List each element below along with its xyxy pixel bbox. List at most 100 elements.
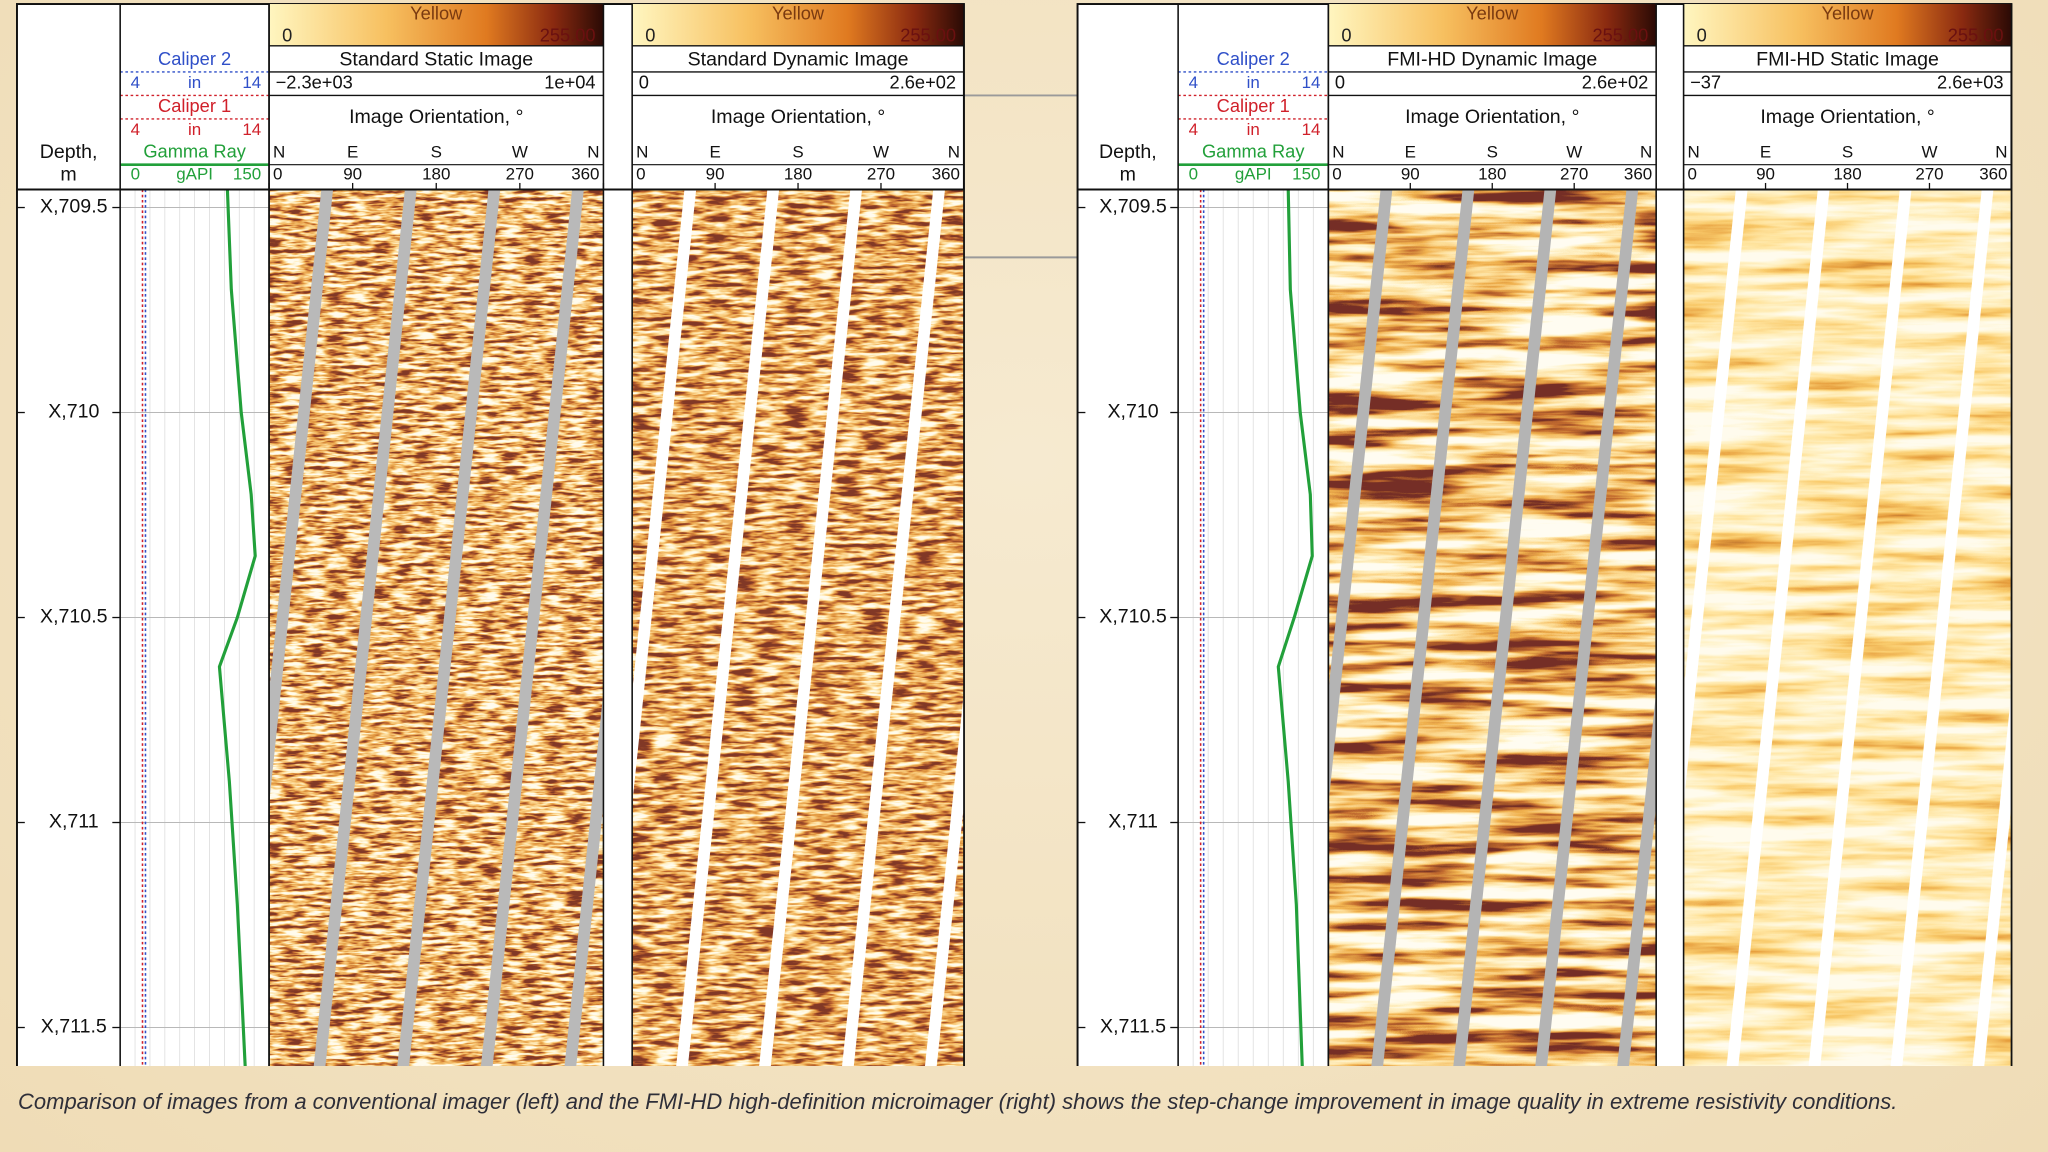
image-track: [269, 189, 604, 1066]
depth-label: X,711: [1108, 811, 1158, 833]
pad-gap-stripe: [842, 189, 945, 1066]
image-title: Standard Dynamic Image: [688, 48, 909, 70]
compass-label: W: [1566, 142, 1582, 161]
curve-unit: in: [1247, 73, 1260, 92]
orientation-title: Image Orientation, °: [1405, 106, 1579, 128]
curve-unit: in: [188, 73, 201, 92]
degree-label: 90: [1756, 165, 1775, 184]
image-scale-max: 1e+04: [544, 72, 595, 93]
pad-gap-stripe: [1617, 691, 1657, 1066]
pad-gap-stripe: [313, 189, 417, 1066]
figure: X,709.5 X,710 X,710.5 X,711 X,711.5 Caliper 2…: [15, 2, 2013, 1066]
colorbar-label: 0: [1341, 25, 1351, 46]
compass-label: E: [709, 142, 720, 161]
compass-label: N: [273, 142, 285, 161]
curve-name: Gamma Ray: [1202, 141, 1305, 162]
pad-gap-stripe: [1371, 189, 1475, 1066]
degree-label: 90: [1401, 165, 1420, 184]
image-title: FMI-HD Static Image: [1756, 48, 1939, 70]
pad-gap-stripe: [269, 189, 334, 805]
curve-unit: gAPI: [1235, 165, 1272, 184]
curve-scale-min: 4: [1189, 73, 1198, 92]
degree-label: 360: [1979, 165, 2007, 184]
borehole-image: [1328, 189, 1657, 1066]
pad-gap-stripe: [1972, 691, 2012, 1066]
gamma-ray-curve: [1276, 189, 1314, 1066]
depth-label: X,709.5: [1099, 196, 1167, 218]
curve-name: Caliper 2: [1217, 48, 1290, 69]
curve-scale-min: 4: [1189, 120, 1198, 139]
colorbar-label: Yellow: [772, 2, 825, 23]
orientation-title: Image Orientation, °: [1760, 106, 1934, 128]
compass-label: S: [1842, 142, 1853, 161]
curve-scale-max: 14: [1302, 73, 1321, 92]
image-scale-max: 2.6e+02: [1582, 72, 1649, 93]
pad-gap-stripe: [676, 189, 780, 1066]
curve-scale-max: 14: [242, 73, 261, 92]
image-track: [632, 189, 964, 1066]
degree-label: 360: [1624, 165, 1652, 184]
curve-unit: gAPI: [176, 165, 213, 184]
colorbar-label: Yellow: [1821, 2, 1874, 23]
colorbar-label: 255.00: [1948, 25, 2004, 46]
depth-label: X,711.5: [41, 1016, 107, 1038]
pad-gap-stripe: [1683, 189, 1748, 805]
curve-name: Gamma Ray: [143, 141, 246, 162]
curve-scale-max: 14: [242, 120, 261, 139]
compass-label: E: [1405, 142, 1416, 161]
curve-scale-min: 0: [1189, 165, 1198, 184]
orientation-title: Image Orientation, °: [711, 106, 885, 128]
orientation-title: Image Orientation, °: [349, 106, 523, 128]
compass-label: E: [1760, 142, 1771, 161]
borehole-image: [632, 189, 964, 1066]
degree-label: 90: [343, 165, 362, 184]
pad-gap-stripe: [397, 189, 501, 1066]
pad-gap-stripe: [1535, 189, 1639, 1066]
depth-label: X,710.5: [1099, 606, 1167, 628]
image-scale-min: 0: [1335, 72, 1345, 93]
image-scale-min: −37: [1690, 72, 1721, 93]
pad-gap-stripe: [1328, 189, 1393, 805]
depth-title: Depth,: [1099, 141, 1157, 163]
degree-label: 270: [1915, 165, 1943, 184]
curve-name: Caliper 1: [158, 95, 231, 116]
depth-label: X,711: [49, 811, 99, 833]
pad-gap-stripe: [1808, 189, 1912, 1066]
degree-label: 270: [1560, 165, 1588, 184]
image-scale-max: 2.6e+03: [1937, 72, 2004, 93]
colorbar: [632, 4, 964, 46]
colorbar-label: 0: [1697, 25, 1707, 46]
compass-label: N: [948, 142, 960, 161]
degree-label: 270: [867, 165, 895, 184]
compass-label: N: [587, 142, 599, 161]
compass-label: W: [512, 142, 528, 161]
depth-label: X,710: [48, 401, 99, 423]
pad-gap-stripe: [480, 189, 584, 1066]
pad-gap-stripe: [759, 189, 863, 1066]
depth-label: X,710.5: [40, 606, 108, 628]
image-scale-min: 0: [639, 72, 649, 93]
compass-label: E: [347, 142, 358, 161]
depth-title: m: [60, 163, 76, 185]
curve-name: Caliper 2: [158, 48, 231, 69]
colorbar-label: 255.00: [1592, 25, 1648, 46]
depth-label: X,711.5: [1100, 1016, 1166, 1038]
borehole-image: [1683, 189, 2012, 1066]
degree-label: 0: [636, 165, 645, 184]
image-scale-max: 2.6e+02: [890, 72, 957, 93]
compass-label: N: [1332, 142, 1344, 161]
curve-scale-max: 150: [233, 165, 261, 184]
degree-label: 360: [571, 165, 599, 184]
compass-label: N: [1688, 142, 1700, 161]
degree-label: 0: [1688, 165, 1697, 184]
borehole-image: [269, 189, 604, 1066]
compass-label: S: [792, 142, 803, 161]
compass-label: N: [636, 142, 648, 161]
colorbar-label: 0: [282, 25, 292, 46]
pad-gap-stripe: [1453, 189, 1557, 1066]
colorbar-label: 0: [645, 25, 655, 46]
compass-label: W: [873, 142, 889, 161]
colorbar-label: 255.00: [540, 25, 596, 46]
pad-gap-stripe: [1890, 189, 1994, 1066]
